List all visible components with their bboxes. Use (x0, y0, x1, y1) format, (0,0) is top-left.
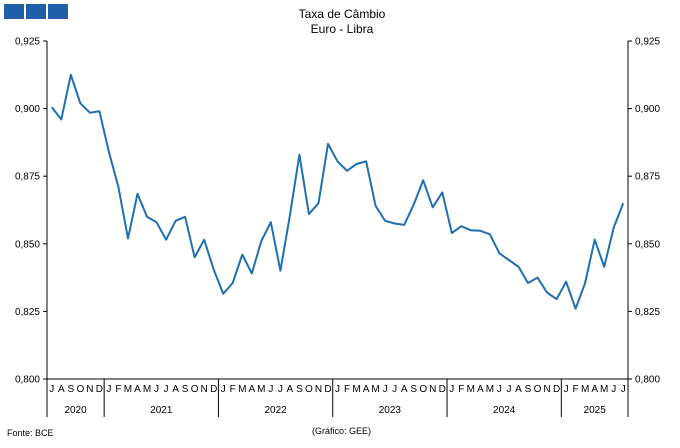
x-month-label: J (392, 384, 397, 395)
y-tick-label-left: 0,925 (15, 37, 40, 48)
y-tick-label-right: 0,900 (635, 104, 660, 115)
x-month-label: F (115, 384, 121, 395)
x-month-label: S (67, 384, 74, 395)
x-month-label: J (506, 384, 511, 395)
y-tick-label-right: 0,850 (635, 239, 660, 250)
x-month-label: J (383, 384, 388, 395)
series-line (51, 73, 625, 310)
x-month-label: J (449, 384, 454, 395)
x-month-label: S (296, 384, 303, 395)
x-month-label: J (335, 384, 340, 395)
x-month-label: M (352, 384, 360, 395)
x-month-label: M (124, 384, 132, 395)
x-year-label: 2024 (493, 405, 516, 416)
x-month-label: N (429, 384, 436, 395)
x-month-label: M (600, 384, 608, 395)
y-tick-label-right: 0,825 (635, 307, 660, 318)
chart-subtitle: Euro - Libra (311, 22, 374, 36)
x-year-label: 2022 (264, 405, 287, 416)
x-month-label: J (154, 384, 159, 395)
source-note: Fonte: BCE (7, 428, 54, 438)
x-month-label: J (221, 384, 226, 395)
x-month-label: F (230, 384, 236, 395)
x-year-label: 2020 (64, 405, 87, 416)
y-tick-label-right: 0,875 (635, 172, 660, 183)
x-month-label: A (591, 384, 598, 395)
x-year-label: 2021 (150, 405, 173, 416)
x-month-label: M (238, 384, 246, 395)
logo-block (26, 4, 46, 19)
x-month-label: N (86, 384, 93, 395)
x-month-label: M (486, 384, 494, 395)
x-month-label: M (143, 384, 151, 395)
x-month-label: M (371, 384, 379, 395)
x-month-label: S (525, 384, 532, 395)
y-tick-label-right: 0,925 (635, 37, 660, 48)
x-month-label: A (477, 384, 484, 395)
x-month-label: J (164, 384, 169, 395)
chart-credit: (Gráfico: GEE) (312, 426, 372, 436)
x-month-label: J (497, 384, 502, 395)
logo-block (4, 4, 24, 19)
y-tick-label-left: 0,825 (15, 307, 40, 318)
x-month-label: S (182, 384, 189, 395)
x-month-label: J (278, 384, 283, 395)
x-month-label: J (49, 384, 54, 395)
x-month-label: O (305, 384, 313, 395)
x-month-label: J (564, 384, 569, 395)
x-month-label: D (324, 384, 331, 395)
x-month-label: A (363, 384, 370, 395)
x-month-label: J (268, 384, 273, 395)
x-month-label: D (439, 384, 446, 395)
x-month-label: S (410, 384, 417, 395)
y-tick-label-left: 0,850 (15, 239, 40, 250)
x-month-label: N (543, 384, 550, 395)
x-month-label: F (573, 384, 579, 395)
y-tick-label-left: 0,800 (15, 375, 40, 386)
x-month-label: A (287, 384, 294, 395)
x-month-label: D (553, 384, 560, 395)
chart-title: Taxa de Câmbio (299, 7, 386, 21)
x-month-label: M (467, 384, 475, 395)
x-month-label: N (315, 384, 322, 395)
x-month-label: N (201, 384, 208, 395)
x-month-label: J (106, 384, 111, 395)
x-year-label: 2025 (584, 405, 607, 416)
y-tick-label-left: 0,875 (15, 172, 40, 183)
x-month-label: O (191, 384, 199, 395)
gee-logo (4, 4, 68, 19)
x-month-label: A (172, 384, 179, 395)
x-month-label: A (401, 384, 408, 395)
x-month-label: O (534, 384, 542, 395)
y-tick-label-left: 0,900 (15, 104, 40, 115)
x-month-label: A (58, 384, 65, 395)
x-month-label: J (621, 384, 626, 395)
x-month-label: A (248, 384, 255, 395)
x-month-label: A (515, 384, 522, 395)
x-month-label: A (134, 384, 141, 395)
x-month-label: F (458, 384, 464, 395)
y-tick-label-right: 0,800 (635, 375, 660, 386)
logo-block (48, 4, 68, 19)
x-year-label: 2023 (379, 405, 402, 416)
x-month-label: F (344, 384, 350, 395)
x-month-label: M (581, 384, 589, 395)
x-month-label: J (611, 384, 616, 395)
x-month-label: D (210, 384, 217, 395)
x-month-label: O (76, 384, 84, 395)
x-month-label: O (419, 384, 427, 395)
x-month-label: M (257, 384, 265, 395)
x-month-label: D (96, 384, 103, 395)
